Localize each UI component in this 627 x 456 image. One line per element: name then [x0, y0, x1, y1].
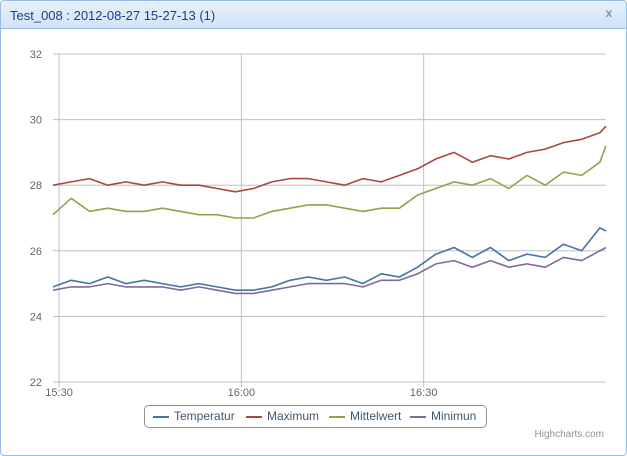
legend-item-minimun[interactable]: Minimun [410, 406, 485, 427]
legend-swatch-maximum [246, 416, 262, 418]
y-tick-label: 28 [30, 180, 42, 192]
legend-swatch-minimun [410, 416, 426, 418]
legend-label: Mittelwert [350, 409, 402, 423]
x-tick-label: 15:30 [45, 387, 73, 399]
series-line-mittelwert [52, 145, 607, 219]
legend-label: Maximum [267, 409, 320, 423]
y-tick-label: 26 [30, 246, 42, 258]
series-line-temperatur [52, 227, 607, 292]
close-icon[interactable]: x [605, 6, 613, 20]
y-tick-label: 30 [30, 115, 42, 127]
series-line-maximum [52, 125, 607, 193]
x-tick-label: 16:30 [410, 387, 438, 399]
window-title: Test_008 : 2012-08-27 15-27-13 (1) [10, 8, 216, 23]
window-titlebar: Test_008 : 2012-08-27 15-27-13 (1) x [1, 1, 626, 29]
series-line-minimun [52, 246, 607, 295]
y-tick-label: 32 [30, 49, 42, 61]
legend-swatch-mittelwert [329, 416, 345, 418]
y-tick-label: 24 [30, 311, 42, 323]
legend-item-mittelwert[interactable]: Mittelwert [329, 406, 409, 427]
y-tick-label: 22 [30, 377, 42, 389]
credits-link[interactable]: Highcharts.com [534, 429, 604, 440]
legend-item-temperatur[interactable]: Temperatur [153, 406, 241, 427]
legend-swatch-temperatur [153, 416, 169, 418]
legend-label: Minimun [431, 409, 477, 423]
legend-label: Temperatur [174, 409, 235, 423]
chart-legend: Temperatur Maximum Mittelwert Minimun [144, 405, 487, 428]
legend-item-maximum[interactable]: Maximum [246, 406, 326, 427]
x-tick-label: 16:00 [228, 387, 256, 399]
